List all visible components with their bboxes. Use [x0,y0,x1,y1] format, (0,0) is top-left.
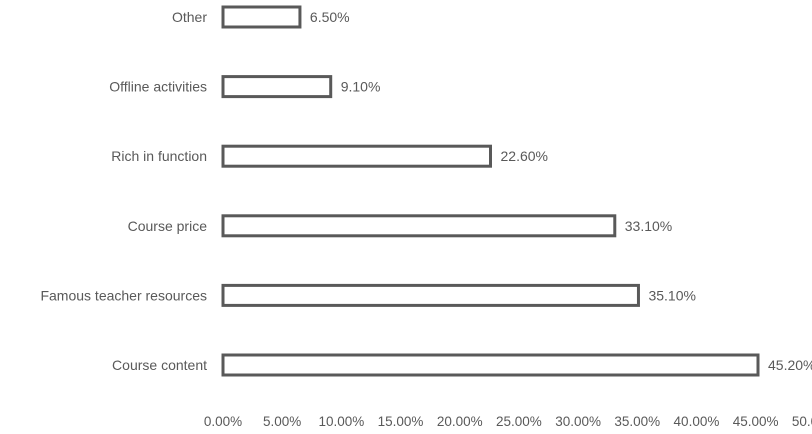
bar-offline-activities [221,75,333,99]
bar-course-content [221,353,760,377]
x-tick-label: 25.00% [496,414,542,429]
x-tick-label: 20.00% [437,414,483,429]
bars-layer [221,5,760,377]
category-label: Rich in function [111,148,207,164]
category-label: Famous teacher resources [40,287,207,303]
x-tick-label: 0.00% [204,414,242,429]
x-tick-label: 50.00% [792,414,812,429]
category-label: Course content [112,357,207,373]
value-labels: 6.50% 9.10% 22.60% 33.10% 35.10% 45.20% [310,9,812,373]
category-label: Course price [128,218,208,234]
category-labels: Other Offline activities Rich in function C… [40,9,207,373]
x-tick-label: 30.00% [555,414,601,429]
x-tick-label: 10.00% [318,414,364,429]
bar-famous-teacher-resources [221,283,640,307]
bar-rich-in-function [221,144,492,168]
x-tick-label: 45.00% [733,414,779,429]
bar-other [221,5,302,29]
x-tick-label: 40.00% [674,414,720,429]
data-label: 22.60% [501,148,548,164]
bar-course-price [221,214,617,238]
category-label: Other [172,9,207,25]
data-label: 6.50% [310,9,350,25]
category-label: Offline activities [109,79,207,95]
x-tick-label: 35.00% [614,414,660,429]
x-tick-label: 15.00% [378,414,424,429]
data-label: 33.10% [625,218,672,234]
data-label: 9.10% [341,79,381,95]
data-label: 45.20% [768,357,812,373]
data-label: 35.10% [648,287,695,303]
x-axis-tick-labels: 0.00% 5.00% 10.00% 15.00% 20.00% 25.00% 30.00%… [204,414,812,429]
x-tick-label: 5.00% [263,414,301,429]
